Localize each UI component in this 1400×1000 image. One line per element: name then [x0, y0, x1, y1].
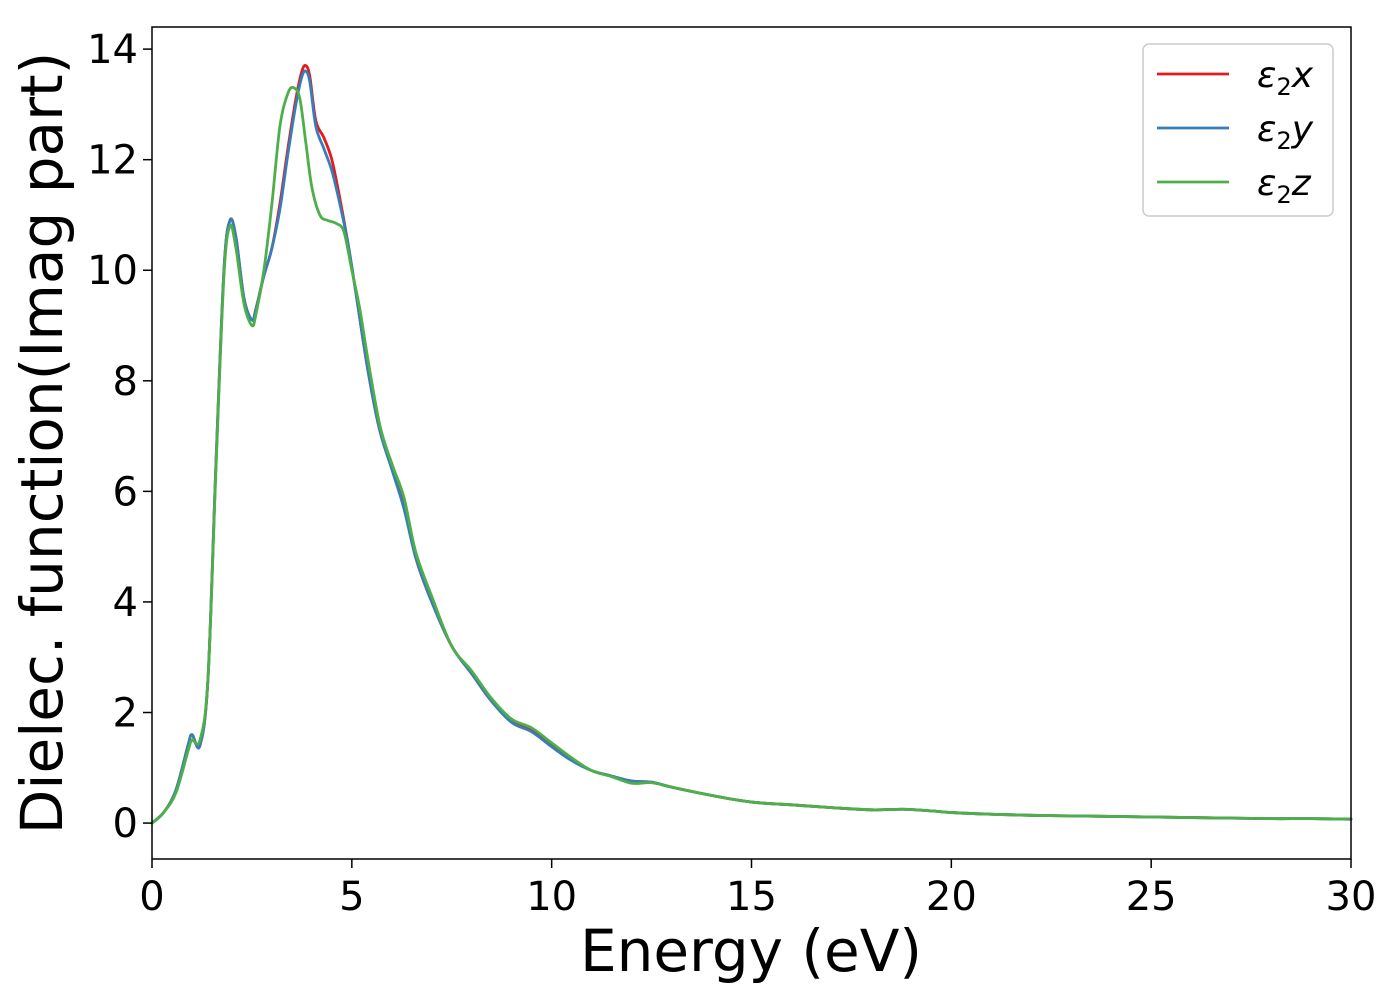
y-tick-label: 12 [87, 138, 138, 184]
legend-label-z: ε2z [1257, 163, 1312, 209]
series-line-z [150, 85, 1353, 825]
legend: ε2x ε2y ε2z [1142, 43, 1334, 217]
legend-label-y: ε2y [1257, 109, 1314, 155]
y-tick-label: 0 [113, 801, 138, 847]
x-tick-label: 15 [726, 874, 777, 920]
legend-label-x: ε2x [1257, 55, 1314, 101]
plot-frame [151, 26, 1352, 860]
legend-frame [1142, 43, 1334, 217]
x-axis-title: Energy (eV) [580, 917, 922, 985]
x-tick-label: 20 [926, 874, 977, 920]
x-axis-ticks: 0 5 10 15 20 25 30 [139, 859, 1376, 920]
x-tick-label: 30 [1326, 874, 1377, 920]
y-tick-label: 10 [87, 248, 138, 294]
y-tick-label: 14 [87, 27, 138, 73]
y-tick-label: 6 [113, 469, 138, 515]
x-tick-label: 0 [139, 874, 164, 920]
y-tick-label: 8 [113, 359, 138, 405]
x-tick-label: 25 [1126, 874, 1177, 920]
x-tick-label: 5 [339, 874, 364, 920]
y-tick-label: 4 [113, 580, 138, 626]
y-tick-label: 2 [113, 691, 138, 737]
series-layer [150, 64, 1353, 825]
x-tick-label: 10 [526, 874, 577, 920]
y-axis-ticks: 0 2 4 6 8 10 12 14 [87, 27, 152, 847]
y-axis-title: Dielec. function(Imag part) [8, 52, 76, 835]
